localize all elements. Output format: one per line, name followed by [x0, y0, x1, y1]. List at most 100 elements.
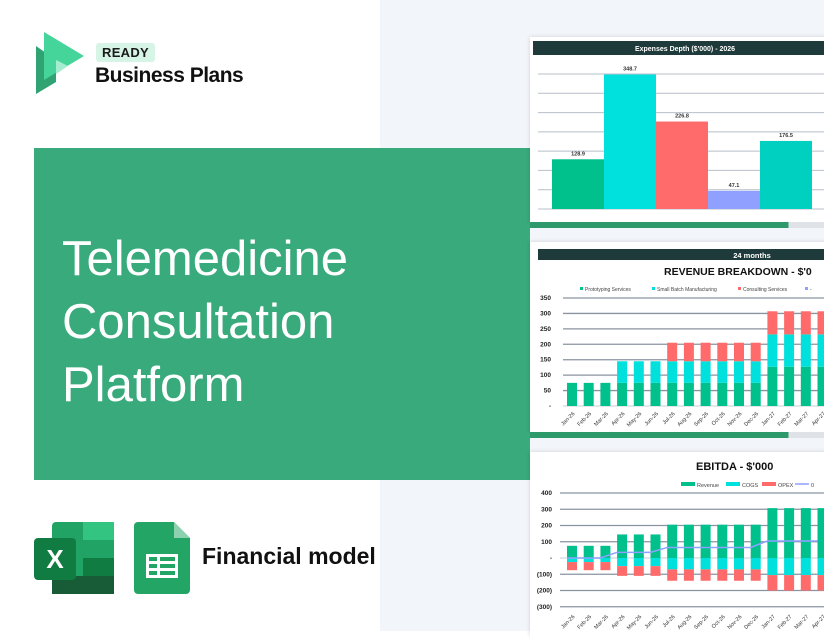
chart-title: REVENUE BREAKDOWN - $'0: [664, 266, 812, 278]
bar-segment: [818, 508, 824, 558]
y-tick-label: 400: [541, 490, 552, 497]
y-tick-label: 250: [540, 326, 551, 333]
bar-segment: [634, 558, 644, 566]
bar-segment: [767, 367, 777, 406]
brand-name: Business Plans: [95, 64, 243, 88]
svg-text:X: X: [46, 544, 64, 574]
data-label: 176.5: [779, 133, 793, 139]
bar-segment: [734, 525, 744, 558]
legend-label: OPEX: [778, 483, 794, 489]
bar-segment: [784, 311, 794, 334]
bar-segment: [634, 383, 644, 406]
data-label: 348.7: [623, 67, 637, 73]
bar-segment: [801, 367, 811, 406]
card-divider: [530, 432, 824, 438]
bar-segment: [751, 569, 761, 580]
expense-bar: [708, 191, 760, 209]
chart-title: EBITDA - $'000: [696, 461, 773, 473]
y-tick-label: 300: [541, 506, 552, 513]
bar-segment: [818, 367, 824, 406]
x-tick-label: Sep-26: [693, 614, 710, 631]
x-tick-label: Nov-26: [727, 411, 744, 428]
financial-model-label: Financial model: [202, 543, 376, 570]
expenses-chart: Expenses Depth ($'000) - 2026 128.9 348.7 2…: [530, 37, 824, 222]
y-tick-label: (100): [537, 571, 552, 578]
bar-segment: [734, 343, 744, 362]
x-tick-label: Jan-26: [560, 614, 576, 630]
card-divider: [530, 222, 824, 228]
bar-segment: [567, 546, 577, 558]
bar-segment: [701, 558, 711, 569]
bar-segment: [667, 383, 677, 406]
x-tick-label: Apr-26: [611, 614, 627, 630]
bar-segment: [818, 575, 824, 590]
data-label: 47.1: [729, 183, 740, 189]
legend-label: 0: [811, 483, 814, 489]
bar-segment: [634, 566, 644, 576]
bar-segment: [801, 334, 811, 366]
bar-segment: [667, 525, 677, 558]
bar-segment: [667, 569, 677, 580]
y-tick-label: 300: [540, 310, 551, 317]
bar-segment: [634, 361, 644, 383]
bar-segment: [617, 558, 627, 566]
y-tick-label: 100: [541, 539, 552, 546]
y-tick-label: -: [549, 403, 551, 410]
x-tick-label: Jul-26: [662, 411, 677, 426]
x-tick-label: Apr-27: [811, 614, 824, 630]
chart-header-label: 24 months: [733, 251, 771, 260]
y-tick-label: 150: [540, 357, 551, 364]
hero-title: Telemedicine Consultation Platform: [62, 228, 348, 417]
bar-segment: [717, 343, 727, 362]
x-tick-label: Feb-26: [577, 411, 594, 428]
x-tick-label: May-26: [626, 614, 643, 631]
x-tick-label: Aug-26: [677, 411, 694, 428]
bar-segment: [767, 334, 777, 366]
bar-segment: [767, 311, 777, 334]
x-tick-label: Jan-27: [761, 614, 777, 630]
legend-swatch: [681, 482, 695, 486]
expense-bar: [760, 141, 812, 209]
bar-segment: [734, 383, 744, 406]
bar-segment: [701, 569, 711, 580]
bar-segment: [651, 383, 661, 406]
hero-title-line: Telemedicine: [62, 228, 348, 291]
bar-segment: [767, 558, 777, 575]
chart-header-bar: [538, 249, 824, 260]
x-tick-label: Jul-26: [662, 614, 677, 629]
bar-segment: [784, 334, 794, 366]
legend-swatch: [580, 287, 583, 290]
hero-title-line: Platform: [62, 354, 348, 417]
legend-swatch: [652, 287, 655, 290]
chart-title: Expenses Depth ($'000) - 2026: [635, 46, 735, 53]
x-tick-label: May-26: [626, 411, 643, 428]
bar-segment: [818, 558, 824, 575]
hero-title-line: Consultation: [62, 291, 348, 354]
legend-swatch: [726, 482, 740, 486]
bar-segment: [767, 508, 777, 558]
data-label: 226.8: [675, 114, 689, 120]
bar-segment: [617, 566, 627, 576]
bar-segment: [600, 383, 610, 406]
bar-segment: [717, 558, 727, 569]
bar-segment: [617, 534, 627, 558]
bar-segment: [751, 383, 761, 406]
bar-segment: [717, 525, 727, 558]
bar-segment: [617, 361, 627, 383]
legend-label: Small Batch Manufacturing: [657, 287, 717, 293]
bar-segment: [717, 569, 727, 580]
bar-segment: [734, 558, 744, 569]
bar-segment: [717, 361, 727, 383]
y-tick-label: (200): [537, 588, 552, 595]
data-label: 128.9: [571, 151, 585, 157]
bar-segment: [684, 569, 694, 580]
legend-swatch: [738, 287, 741, 290]
y-tick-label: 100: [540, 372, 551, 379]
x-tick-label: Mar-26: [593, 411, 610, 428]
x-tick-label: Oct-26: [711, 411, 727, 427]
legend-label: -: [810, 287, 812, 293]
y-tick-label: -: [550, 555, 552, 562]
x-tick-label: Feb-26: [577, 614, 594, 631]
